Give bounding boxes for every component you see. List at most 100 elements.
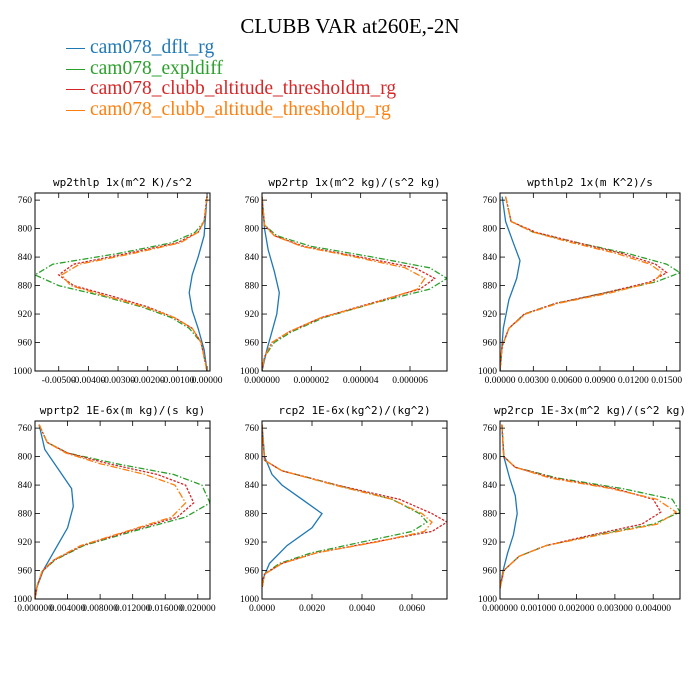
y-tick-label: 1000 [240,595,259,605]
x-tick-label: 0.00600 [551,376,582,386]
x-tick-label: 0.0060 [399,604,425,614]
y-tick-label: 920 [245,310,260,320]
series-line-1 [262,196,280,371]
y-tick-label: 880 [18,510,33,520]
x-tick-label: 0.00000 [192,376,223,386]
series-line-3 [262,196,436,371]
x-tick-label: 0.002000 [559,604,595,614]
legend-swatch-thresholdm [66,89,85,90]
x-tick-label: 0.00900 [585,376,616,386]
x-tick-label: 0.0020 [299,604,325,614]
series-line-1 [35,424,74,599]
x-tick-label: 0.0000 [249,604,275,614]
panel-2: wp2rtp 1x(m^2 kg)/(s^2 kg) 760 800 840 880 92… [240,176,448,386]
panel-title: wp2rcp 1E-3x(m^2 kg)/(s^2 kg) [494,404,686,417]
plot-frame [499,420,681,600]
y-tick-label: 800 [18,225,33,235]
y-tick-label: 1000 [13,367,32,377]
panel-6: wp2rcp 1E-3x(m^2 kg)/(s^2 kg) 760 800 840 88… [478,404,686,614]
panel-4: wprtp2 1E-6x(m kg)/(s kg) 760 800 840 880 920… [13,404,216,614]
y-tick-label: 920 [483,310,498,320]
series-line-4 [500,424,678,589]
x-tick-label: 0.000004 [343,376,379,386]
y-tick-label: 960 [18,339,33,349]
series-line-3 [35,424,195,599]
y-tick-label: 920 [483,538,498,548]
y-tick-label: 840 [245,481,260,491]
y-tick-label: 840 [483,481,498,491]
x-tick-label: 0.000000 [482,604,518,614]
panel-title: wp2rtp 1x(m^2 kg)/(s^2 kg) [268,176,440,189]
x-tick-label: 0.000000 [244,376,280,386]
x-tick-label: 0.000006 [392,376,428,386]
series-line-2 [500,424,680,589]
plot-frame [261,420,448,600]
y-tick-label: 880 [483,282,498,292]
series-line-4 [60,196,208,371]
legend-label-expldiff: cam078_expldiff [90,57,223,79]
x-tick-label: 0.020000 [180,604,216,614]
x-tick-label: 0.000002 [294,376,330,386]
panel-title: wprtp2 1E-6x(m kg)/(s kg) [40,404,206,417]
series-line-2 [262,424,428,589]
x-tick-label: -0.00400 [71,376,105,386]
y-tick-label: 880 [18,282,33,292]
y-tick-label: 1000 [240,367,259,377]
series-line-4 [262,196,426,371]
x-tick-label: -0.00500 [42,376,76,386]
y-tick-label: 800 [245,225,260,235]
x-tick-label: 0.004000 [635,604,671,614]
series-line-2 [35,196,208,371]
panel-title: wp2thlp 1x(m^2 K)/s^2 [53,176,192,189]
x-tick-label: 0.012000 [115,604,151,614]
x-tick-label: 0.00300 [518,376,549,386]
panel-5: rcp2 1E-6x(kg^2)/(kg^2) 760 800 840 880 920 96… [240,404,448,614]
legend-label-thresholdp: cam078_clubb_altitude_thresholdp_rg [90,98,391,120]
y-tick-label: 760 [483,424,498,434]
y-tick-label: 960 [18,567,33,577]
plot-frame [261,192,448,372]
y-tick-label: 800 [245,453,260,463]
y-tick-label: 760 [245,424,260,434]
series-line-1 [500,424,518,589]
figure-title: CLUBB VAR at260E,-2N [240,14,460,38]
y-tick-label: 840 [245,253,260,263]
y-tick-label: 960 [245,567,260,577]
y-tick-label: 800 [18,453,33,463]
series-line-4 [500,196,664,371]
series-line-3 [57,196,208,371]
series-line-1 [262,424,323,582]
x-tick-label: 0.016000 [147,604,183,614]
series-line-3 [262,424,447,589]
y-tick-label: 880 [245,510,260,520]
x-tick-label: 0.008000 [82,604,118,614]
series-line-4 [35,424,187,599]
plot-frame [499,192,681,372]
x-tick-label: -0.00100 [160,376,194,386]
legend-swatch-thresholdp [66,109,85,111]
y-tick-label: 800 [483,225,498,235]
y-tick-label: 800 [483,453,498,463]
y-tick-label: 1000 [478,595,497,605]
series-line-1 [188,196,208,371]
y-tick-label: 880 [245,282,260,292]
y-tick-label: 840 [18,253,33,263]
x-tick-label: 0.01500 [651,376,682,386]
panel-title: wpthlp2 1x(m K^2)/s [527,176,653,189]
legend-label-dflt: cam078_dflt_rg [90,37,215,58]
y-tick-label: 920 [245,538,260,548]
y-tick-label: 960 [245,339,260,349]
x-tick-label: 0.01200 [618,376,649,386]
y-tick-label: 920 [18,310,33,320]
y-tick-label: 1000 [478,367,497,377]
y-tick-label: 880 [483,510,498,520]
x-tick-label: -0.00300 [101,376,135,386]
series-line-4 [262,424,433,589]
y-tick-label: 920 [18,538,33,548]
plot-frame [34,420,211,600]
y-tick-label: 760 [18,424,33,434]
x-tick-label: 0.000000 [17,604,53,614]
y-tick-label: 760 [483,196,498,206]
plot-frame [34,192,211,372]
